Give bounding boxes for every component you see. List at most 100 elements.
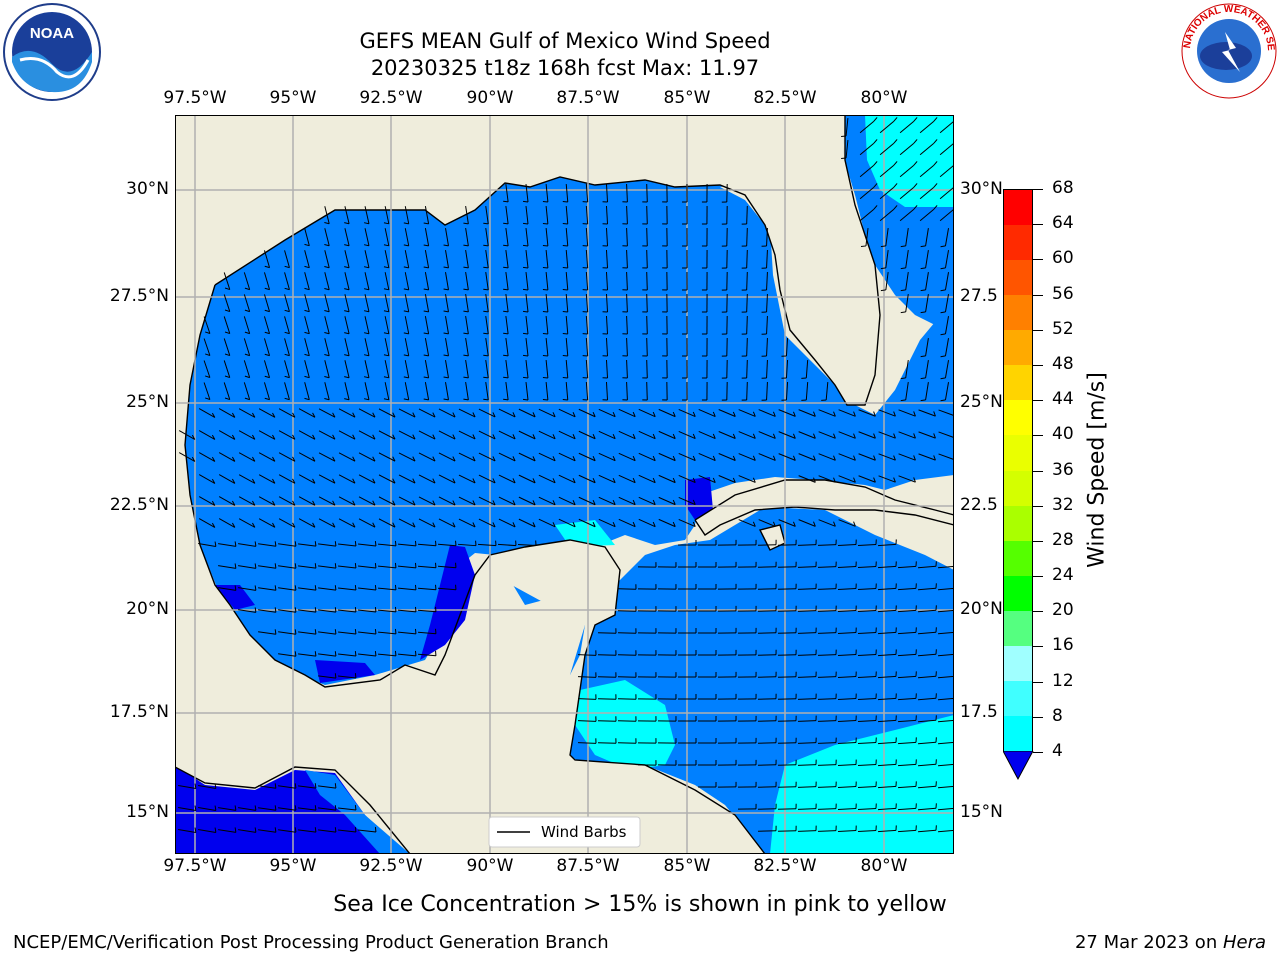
wind-barb-flag xyxy=(463,266,469,269)
wind-barb xyxy=(398,496,416,506)
wind-barb-flag xyxy=(920,311,926,314)
wind-barb xyxy=(258,785,276,789)
wind-barb xyxy=(357,653,377,657)
wind-barb-flag xyxy=(352,412,356,418)
wind-barb xyxy=(797,544,817,546)
wind-barb xyxy=(578,430,596,440)
wind-barb xyxy=(505,360,509,378)
wind-barb-flag xyxy=(344,244,350,247)
wind-barb xyxy=(398,518,416,528)
wind-barb xyxy=(638,452,656,462)
wind-barb xyxy=(877,829,897,833)
wind-barb xyxy=(565,359,569,379)
wind-barb-flag xyxy=(752,477,756,483)
wind-barb xyxy=(278,518,296,528)
wind-barb xyxy=(777,588,797,590)
wind-barb-flag xyxy=(383,244,389,247)
wind-barb-flag xyxy=(552,522,556,528)
wind-barb xyxy=(518,496,536,506)
wind-barb-flag xyxy=(324,244,330,247)
wind-barb xyxy=(785,381,789,401)
wind-barb xyxy=(778,409,796,417)
lon-top-label: 87.5°W xyxy=(556,88,620,108)
wind-barb xyxy=(318,587,336,591)
wind-barb-flag xyxy=(234,541,237,547)
wind-barb xyxy=(485,250,489,268)
wind-barb xyxy=(878,409,896,417)
wind-barb-flag xyxy=(354,541,357,547)
wind-barb xyxy=(263,316,271,334)
wind-barb xyxy=(797,654,817,656)
wind-barb xyxy=(465,228,469,246)
wind-barb-flag xyxy=(344,398,350,401)
colorbar-tick-label: 36 xyxy=(1052,459,1074,480)
wind-barb xyxy=(258,829,276,833)
colorbar-tick xyxy=(1033,505,1043,507)
wind-barb-flag xyxy=(403,222,409,225)
wind-barb xyxy=(777,786,797,788)
wind-barb-flag xyxy=(732,411,736,417)
wind-barb xyxy=(424,338,430,356)
wind-barb-flag xyxy=(324,266,330,269)
wind-barb xyxy=(817,720,837,722)
wind-barb-flag xyxy=(920,399,926,402)
wind-barb xyxy=(937,785,957,789)
wind-barb xyxy=(917,631,937,635)
wind-barb xyxy=(404,206,410,224)
wind-barb xyxy=(879,142,895,156)
wind-barb-flag xyxy=(423,376,429,379)
wind-barb xyxy=(798,409,816,417)
wind-barb-flag xyxy=(572,412,576,418)
wind-barb xyxy=(304,382,310,400)
wind-barb-flag xyxy=(194,783,197,789)
wind-barb xyxy=(658,452,676,462)
wind-barb xyxy=(797,786,817,788)
wind-barb-flag xyxy=(532,434,536,440)
wind-barb xyxy=(358,452,376,462)
caribbean-cyan-east xyxy=(770,715,954,854)
wind-barb xyxy=(937,697,957,701)
wind-barb xyxy=(817,632,837,634)
wind-barb xyxy=(878,453,896,461)
colorbar-tick xyxy=(1033,716,1043,718)
wind-barb xyxy=(558,474,576,484)
wind-barb xyxy=(897,653,917,657)
colorbar-tick xyxy=(1033,435,1043,437)
wind-barb xyxy=(417,565,437,569)
wind-barb xyxy=(525,184,529,202)
wind-barb-flag xyxy=(900,377,906,380)
chart-subtitle: 20230325 t18z 168h fcst Max: 11.97 xyxy=(370,56,760,80)
wind-barb xyxy=(438,430,456,440)
wind-barb xyxy=(298,785,316,789)
wind-barb xyxy=(498,474,516,484)
wind-barb-flag xyxy=(294,827,297,833)
wind-barb xyxy=(278,496,296,506)
campeche-patch xyxy=(420,545,475,660)
wind-barb-flag xyxy=(472,522,476,528)
wind-barb xyxy=(919,186,935,200)
wind-barb xyxy=(646,359,648,379)
wind-barb-flag xyxy=(920,289,926,292)
wind-barb xyxy=(298,496,316,506)
colorbar-label: Wind Speed [m/s] xyxy=(1084,372,1110,568)
wind-barb xyxy=(558,452,576,462)
wind-barb xyxy=(558,430,576,440)
wind-barb xyxy=(898,409,916,417)
wind-barb xyxy=(377,609,397,613)
wind-barb-flag xyxy=(392,500,396,506)
wind-barb xyxy=(518,452,536,462)
wind-barb xyxy=(418,452,436,462)
wind-barb-flag xyxy=(532,522,536,528)
wind-barb xyxy=(898,431,916,439)
wind-barb-flag xyxy=(503,244,509,247)
wind-barb-flag xyxy=(652,455,656,461)
wind-barb-flag xyxy=(552,456,556,462)
wind-barb xyxy=(718,431,736,439)
wind-barb xyxy=(738,453,756,461)
wind-barb-flag xyxy=(363,310,370,313)
wind-barb-flag xyxy=(224,287,230,291)
wind-barb xyxy=(597,698,617,700)
wind-barb xyxy=(404,360,410,378)
wind-barb xyxy=(338,518,356,528)
wind-barb xyxy=(398,430,416,440)
